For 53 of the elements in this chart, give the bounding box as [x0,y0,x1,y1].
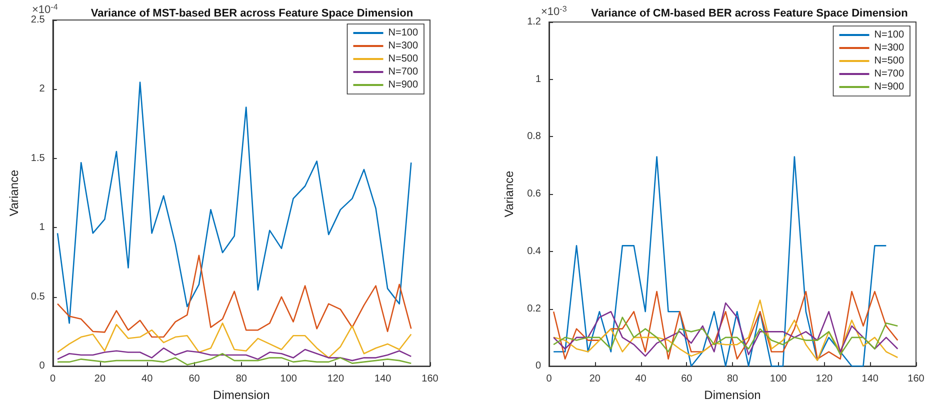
legend-label: N=100 [388,28,418,38]
line-series [56,352,412,366]
legend-label: N=300 [388,40,418,52]
legend-label: N=500 [874,56,904,66]
y-tick-label: 1.2 [527,16,542,28]
legend-label: N=100 [874,30,904,40]
x-tick-label: 140 [374,374,392,385]
x-tick-label: 40 [635,374,647,385]
x-axis-title: Dimension [704,388,761,402]
x-tick-label: 160 [908,374,925,385]
x-axis-title: Dimension [213,388,270,402]
x-tick-label: 100 [770,374,788,385]
y-tick-label: 1.5 [30,152,46,164]
legend-label: N=700 [874,68,904,80]
y-tick-label: 1 [39,222,46,234]
x-tick-label: 80 [236,374,248,385]
line-series [552,316,898,356]
line-series [56,254,412,338]
x-tick-label: 120 [816,374,834,385]
line-series [56,322,412,358]
line-series [552,156,887,367]
y-axis-title: Variance [7,169,21,216]
legend-label: N=700 [388,66,418,78]
x-tick-label: 160 [422,374,439,385]
y-tick-label: 0.5 [30,291,46,302]
x-tick-label: 20 [94,374,106,385]
x-tick-label: 120 [327,374,344,385]
chart-title: Variance of CM-based BER across Feature Space Dimension [591,8,908,20]
x-tick-label: 0 [546,374,552,385]
legend-label: N=900 [874,82,904,92]
x-tick-label: 40 [142,374,154,385]
legend-label: N=500 [388,54,418,64]
x-tick-label: 140 [862,374,879,385]
y-tick-label: 0.8 [527,131,542,142]
legend-label: N=900 [388,80,418,90]
y-axis-title: Variance [502,170,516,218]
x-tick-label: 100 [280,374,298,385]
chart-title: Variance of MST-based BER across Feature Space Dimension [90,8,414,20]
legend-label: N=300 [874,42,904,54]
y-tick-label: 0 [39,360,46,372]
y-tick-label: 1 [535,74,542,85]
y-tick-label: 0.6 [527,188,542,200]
y-tick-label: 0.2 [527,303,542,314]
y-tick-label: 0.4 [527,246,542,257]
y-tick-label: 2 [39,84,46,95]
x-tick-label: 60 [188,374,200,385]
y-tick-label: 2.5 [30,14,46,26]
x-tick-label: 0 [50,374,56,385]
line-series [56,347,412,362]
x-tick-label: 80 [726,374,738,385]
x-tick-label: 60 [681,374,693,385]
x-tick-label: 20 [589,374,601,385]
y-tick-label: 0 [535,360,542,372]
